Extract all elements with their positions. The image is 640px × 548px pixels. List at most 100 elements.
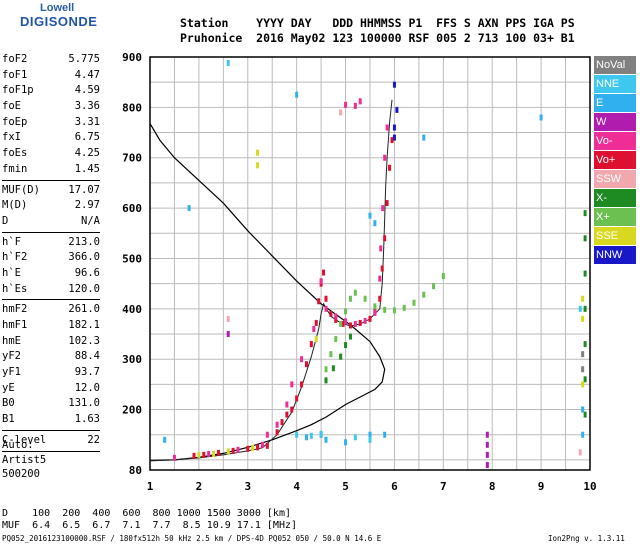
param-name: fmin: [2, 162, 28, 175]
x-tick-label: 10: [583, 480, 596, 493]
echo-point: [324, 366, 328, 373]
param-value: 12.0: [74, 381, 100, 394]
header-line-1: Station YYYY DAY DDD HHMMSS P1 FFS S AXN…: [180, 16, 575, 30]
echo-point: [358, 98, 362, 105]
param-value: 5.775: [68, 53, 100, 65]
param-name: yF2: [2, 350, 21, 363]
echo-point: [231, 447, 235, 454]
echo-point: [341, 320, 345, 327]
param-name: hmE: [2, 334, 21, 347]
param-row: hmF1 182.1: [2, 318, 100, 334]
param-name: h`E: [2, 266, 21, 279]
param-row: h`F 213.0: [2, 235, 100, 251]
param-value: 4.59: [74, 84, 100, 97]
param-separator: [2, 299, 100, 301]
echo-point: [583, 270, 587, 277]
echo-point: [363, 317, 367, 324]
param-name: B1: [2, 413, 15, 426]
echo-point: [379, 245, 383, 252]
echo-point: [358, 319, 362, 326]
param-value: 120.0: [68, 282, 100, 295]
param-value: 213.0: [68, 235, 100, 248]
param-row: hmF2 261.0: [2, 302, 100, 318]
echo-point: [319, 430, 323, 437]
station-header: Station YYYY DAY DDD HHMMSS P1 FFS S AXN…: [180, 16, 575, 46]
echo-point: [485, 431, 489, 438]
muf-distance-table: D 100 200 400 600 800 1000 1500 3000 [km…: [2, 508, 297, 531]
x-tick-label: 4: [293, 480, 300, 493]
param-value: 102.3: [68, 334, 100, 347]
digisonde-logo: Lowell DIGISONDE: [2, 2, 152, 42]
param-value: 1.45: [74, 162, 100, 175]
echo-point: [581, 315, 585, 322]
echo-point: [339, 353, 343, 360]
echo-point: [295, 431, 299, 438]
y-tick-label: 500: [122, 252, 142, 265]
echo-point: [324, 305, 328, 312]
param-name: fxI: [2, 131, 21, 144]
echo-point: [383, 154, 387, 161]
param-name: M(D): [2, 199, 28, 212]
echo-point: [380, 265, 384, 272]
param-name: h`F: [2, 235, 21, 248]
file-info-footer: PQ052_2016123100000.RSF / 180fx512h 50 k…: [2, 534, 382, 543]
echo-point: [383, 235, 387, 242]
echo-point: [300, 356, 304, 363]
auto-version: 500200: [2, 468, 40, 480]
param-value: 3.31: [74, 115, 100, 128]
echo-point: [373, 303, 377, 310]
echo-point: [422, 291, 426, 298]
version-label: Ion2Png v. 1.3.11: [548, 534, 625, 543]
echo-point: [378, 295, 382, 302]
x-tick-label: 5: [342, 480, 349, 493]
echo-point: [392, 307, 396, 314]
legend-item: SSE: [594, 227, 636, 245]
echo-point: [385, 124, 389, 131]
legend-item: NNW: [594, 246, 636, 264]
param-row: C-level 22: [2, 433, 100, 449]
param-value: 6.75: [74, 131, 100, 144]
param-name: B0: [2, 397, 15, 410]
param-value: N/A: [81, 214, 100, 227]
echo-point: [373, 220, 377, 227]
x-tick-label: 1: [147, 480, 154, 493]
echo-point: [432, 283, 436, 290]
echo-point: [581, 381, 585, 388]
echo-point: [392, 134, 396, 141]
param-row: M(D) 2.97: [2, 198, 100, 214]
echo-point: [368, 436, 372, 443]
echo-point: [381, 205, 385, 212]
param-name: foEp: [2, 115, 28, 128]
echo-point: [485, 451, 489, 458]
x-tick-label: 9: [538, 480, 545, 493]
echo-point: [334, 336, 338, 343]
echo-point: [260, 441, 264, 448]
echo-point: [226, 331, 230, 338]
echo-point: [581, 351, 585, 358]
echo-point: [304, 434, 308, 441]
echo-point: [226, 315, 230, 322]
auto-program: Artist5: [2, 453, 47, 466]
param-value: 96.6: [74, 266, 100, 279]
param-name: yE: [2, 381, 15, 394]
param-row: yF1 93.7: [2, 365, 100, 381]
echo-point: [192, 452, 196, 459]
param-separator: [2, 231, 100, 233]
echo-point: [207, 450, 211, 457]
param-row: yE 12.0: [2, 381, 100, 397]
echo-point: [290, 381, 294, 388]
param-value: 2.97: [74, 199, 100, 212]
y-tick-label: 600: [122, 202, 142, 215]
echo-point: [319, 278, 323, 285]
echo-point: [373, 309, 377, 316]
echo-point: [275, 429, 279, 436]
echo-point: [441, 273, 445, 280]
legend-item: SSW: [594, 170, 636, 188]
param-value: 4.25: [74, 147, 100, 160]
x-tick-label: 7: [440, 480, 447, 493]
param-value: 22: [87, 433, 100, 446]
scaled-parameters-panel: foF2 5.775 foF1 4.47 foF1p 4.59 foE 3.36 foEp 3.3…: [2, 52, 100, 454]
param-row: D N/A: [2, 214, 100, 230]
legend-item: X-: [594, 189, 636, 207]
